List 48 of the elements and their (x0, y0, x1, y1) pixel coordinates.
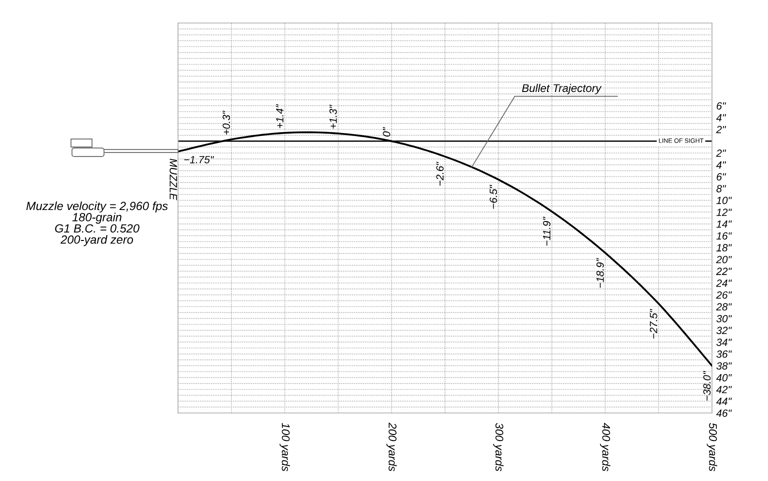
x-tick-label: 500 yards (706, 422, 718, 472)
data-label: −1.75" (184, 156, 214, 164)
y-tick-label: 38" (716, 362, 732, 370)
data-label: +1.3" (329, 104, 337, 129)
text: G1 B.C. = 0.520 (55, 224, 140, 233)
text: 180-grain (72, 212, 122, 224)
annotation: MUZZLE (170, 158, 177, 200)
y-tick-label: 12" (716, 208, 732, 216)
y-tick-label: 10" (716, 196, 732, 204)
y-tick-label: 34" (716, 338, 732, 346)
y-tick-label: 16" (716, 232, 732, 240)
y-tick-label: 2" (716, 150, 726, 157)
y-tick-label: 4" (716, 114, 726, 122)
x-tick-label: 200 yards (386, 422, 397, 472)
data-label: −27.5" (650, 308, 658, 339)
y-tick-label: 28" (716, 303, 732, 311)
y-tick-label: 30" (716, 314, 732, 322)
data-label: +0.3" (222, 110, 230, 135)
y-tick-label: 36" (716, 350, 732, 358)
y-tick-label: 6" (716, 102, 726, 110)
y-tick-label: 26" (716, 291, 732, 299)
annotation: Bullet Trajectory (522, 84, 602, 94)
y-tick-label: 42" (716, 386, 732, 394)
y-tick-label: 20" (716, 256, 732, 264)
text: 200-yard zero (60, 235, 134, 246)
y-tick-label: 24" (716, 280, 732, 287)
data-label: +1.4" (276, 104, 284, 128)
data-label: −2.6" (436, 162, 444, 186)
y-tick-label: 14" (716, 220, 732, 228)
y-tick-label: 8" (716, 184, 726, 192)
y-tick-label: 40" (716, 374, 732, 382)
x-tick-label: 400 yards (600, 422, 610, 472)
data-label: 0" (382, 127, 390, 137)
y-tick-label: 22" (716, 268, 732, 275)
y-tick-label: 44" (716, 398, 732, 405)
y-tick-label: 4" (716, 161, 726, 169)
text: Muzzle velocity = 2,960 fps (26, 201, 168, 213)
data-label: −6.5" (490, 184, 498, 209)
x-tick-label: 100 yards (280, 423, 290, 472)
data-label: −11.9" (543, 216, 550, 246)
data-label: −18.9" (596, 258, 604, 288)
y-tick-label: 46" (716, 410, 732, 417)
x-tick-label: 300 yards (493, 422, 504, 472)
y-tick-label: 6" (716, 173, 726, 181)
data-label: −38.0" (703, 370, 711, 401)
y-tick-label: 18" (716, 244, 732, 252)
y-tick-label: 2" (716, 126, 726, 134)
y-tick-label: 32" (716, 326, 732, 334)
